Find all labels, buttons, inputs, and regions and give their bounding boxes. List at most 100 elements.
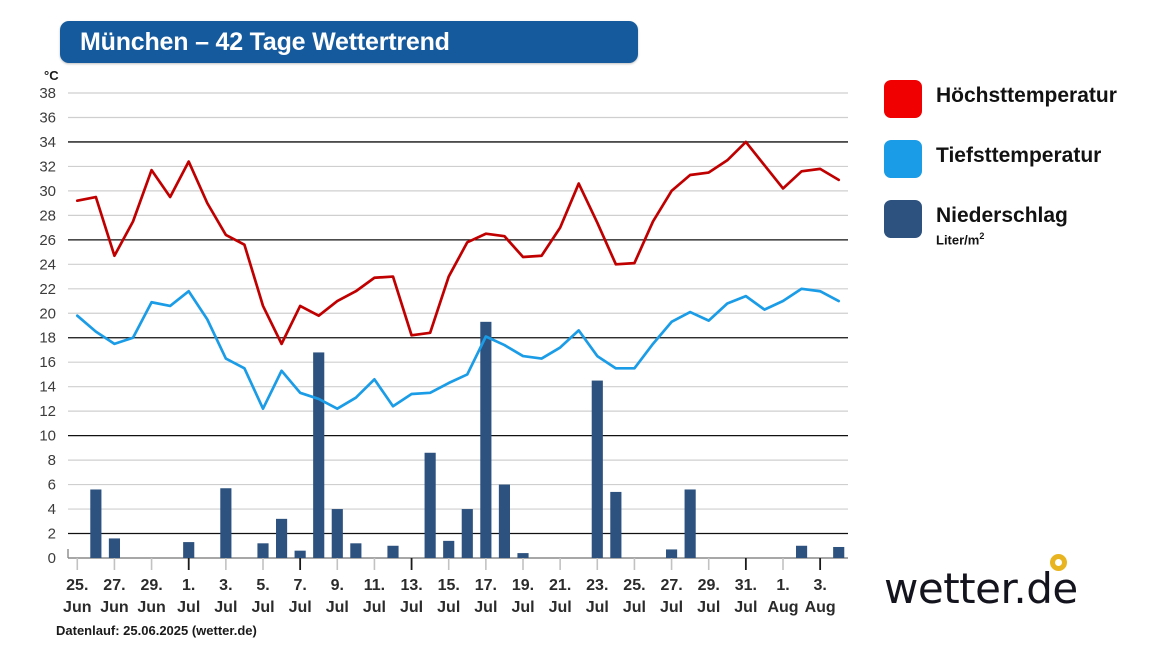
legend-swatch-min-temp	[884, 140, 922, 178]
precipitation-bar	[461, 509, 473, 558]
precipitation-bar	[294, 550, 306, 558]
x-axis-tick-month: Jul	[177, 599, 200, 616]
precipitation-bar	[517, 553, 529, 558]
y-axis-tick-38: 38	[39, 85, 56, 102]
precipitation-bar	[443, 540, 455, 558]
precipitation-bar	[90, 489, 102, 558]
max-temperature-line	[75, 140, 841, 346]
x-axis-tick-day: 3.	[219, 577, 232, 594]
chart-title-banner: München – 42 Tage Wettertrend	[60, 21, 638, 63]
brand-dot-icon	[1050, 554, 1067, 571]
legend-unit-text: Liter/m	[936, 232, 980, 248]
x-axis-tick-day: 5.	[256, 577, 269, 594]
x-axis-tick-month: Jul	[363, 599, 386, 616]
legend-label-max-temp: Höchsttemperatur	[936, 84, 1117, 107]
y-axis-tick-8: 8	[48, 452, 56, 469]
x-axis-tick-day: 7.	[293, 577, 306, 594]
precipitation-bar	[480, 321, 492, 558]
y-axis-tick-24: 24	[39, 256, 56, 273]
y-axis-tick-18: 18	[39, 330, 56, 347]
legend-item-min-temp: Tiefsttemperatur	[884, 140, 1164, 178]
precipitation-bar	[666, 549, 678, 558]
precipitation-bar	[220, 488, 232, 558]
precipitation-bar	[183, 542, 195, 558]
x-axis-tick-month: Jun	[63, 599, 91, 616]
x-axis-tick-day: 27.	[660, 577, 682, 594]
precipitation-bar	[833, 546, 845, 558]
x-axis-tick-day: 11.	[364, 577, 385, 594]
data-run-note: Datenlauf: 25.06.2025 (wetter.de)	[56, 623, 257, 638]
precipitation-bar	[684, 489, 696, 558]
precipitation-bar	[610, 491, 622, 558]
precipitation-bar	[108, 538, 120, 558]
y-axis-tick-14: 14	[39, 379, 56, 396]
x-axis-tick-day: 27.	[103, 577, 125, 594]
x-axis-tick-day: 1.	[182, 577, 195, 594]
x-axis-tick-day: 29.	[698, 577, 720, 594]
y-axis-tick-10: 10	[39, 428, 56, 445]
precipitation-bar	[313, 352, 325, 558]
legend-item-max-temp: Höchsttemperatur	[884, 80, 1164, 118]
y-axis-tick-26: 26	[39, 232, 56, 249]
x-axis-tick-month: Jul	[660, 599, 683, 616]
x-axis-tick-month: Jul	[474, 599, 497, 616]
x-axis-tick-month: Jul	[251, 599, 274, 616]
x-axis-tick-day: 19.	[512, 577, 534, 594]
x-axis-tick-month: Jul	[214, 599, 237, 616]
y-axis-tick-16: 16	[39, 354, 56, 371]
legend-swatch-max-temp	[884, 80, 922, 118]
precipitation-bar	[498, 484, 510, 558]
x-axis-tick-month: Jul	[697, 599, 720, 616]
precipitation-bar	[591, 380, 603, 558]
legend-item-precipitation: Niederschlag Liter/m2	[884, 200, 1164, 247]
precipitation-bar	[276, 518, 288, 558]
precipitation-bar	[257, 543, 269, 558]
x-axis-tick-month: Jul	[437, 599, 460, 616]
x-axis-tick-month: Jul	[586, 599, 609, 616]
x-axis-tick-day: 3.	[813, 577, 826, 594]
legend-label-min-temp: Tiefsttemperatur	[936, 144, 1102, 167]
precipitation-bar	[796, 545, 808, 558]
x-axis-tick-day: 9.	[331, 577, 344, 594]
x-axis-tick-day: 17.	[475, 577, 497, 594]
chart-area: °C 0 2 4 6 8 10 12 14 16 18 20 22 24 26 28 30 32 34 36 38 25…	[39, 68, 848, 616]
x-axis-tick-month: Aug	[805, 599, 836, 616]
x-axis-tick-day: 15.	[438, 577, 460, 594]
x-axis-tick-month: Jul	[511, 599, 534, 616]
y-axis-tick-20: 20	[39, 305, 56, 322]
x-axis-tick-month: Aug	[767, 599, 798, 616]
precipitation-bar	[350, 543, 362, 558]
y-axis-tick-2: 2	[48, 526, 56, 543]
precipitation-bar	[424, 452, 436, 558]
page-title: München – 42 Tage Wettertrend	[80, 27, 450, 56]
x-axis-tick-month: Jun	[100, 599, 128, 616]
brand-name: wetter.de	[884, 564, 1078, 613]
y-axis-tick-12: 12	[39, 403, 56, 420]
chart-legend: Höchsttemperatur Tiefsttemperatur Nieder…	[884, 80, 1164, 269]
x-axis-tick-month: Jul	[326, 599, 349, 616]
x-axis-tick-day: 29.	[140, 577, 162, 594]
x-axis-tick-month: Jul	[623, 599, 646, 616]
y-axis-tick-32: 32	[39, 158, 56, 175]
legend-swatch-precipitation	[884, 200, 922, 238]
x-axis-tick-day: 23.	[586, 577, 608, 594]
legend-label-precipitation: Niederschlag	[936, 204, 1068, 227]
x-axis-tick-month: Jul	[734, 599, 757, 616]
y-axis-tick-36: 36	[39, 109, 56, 126]
y-axis-unit-label: °C	[44, 68, 59, 83]
x-axis-tick-day: 21.	[549, 577, 571, 594]
y-axis-tick-30: 30	[39, 183, 56, 200]
brand-logo: wetter.de	[884, 552, 1144, 622]
y-axis-tick-4: 4	[48, 501, 56, 518]
y-axis-tick-6: 6	[48, 477, 56, 494]
y-axis-tick-0: 0	[48, 550, 56, 567]
y-axis-tick-22: 22	[39, 281, 56, 298]
x-axis-tick-day: 25.	[66, 577, 88, 594]
legend-sublabel-precipitation-unit: Liter/m2	[936, 231, 1068, 247]
legend-unit-exponent: 2	[979, 231, 985, 242]
y-axis-tick-34: 34	[39, 134, 56, 151]
x-axis-tick-month: Jul	[289, 599, 312, 616]
y-axis-tick-28: 28	[39, 207, 56, 224]
min-temperature-line	[75, 287, 841, 411]
